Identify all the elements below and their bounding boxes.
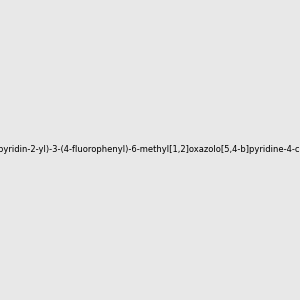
Text: N-(5-bromopyridin-2-yl)-3-(4-fluorophenyl)-6-methyl[1,2]oxazolo[5,4-b]pyridine-4: N-(5-bromopyridin-2-yl)-3-(4-fluoropheny… (0, 146, 300, 154)
